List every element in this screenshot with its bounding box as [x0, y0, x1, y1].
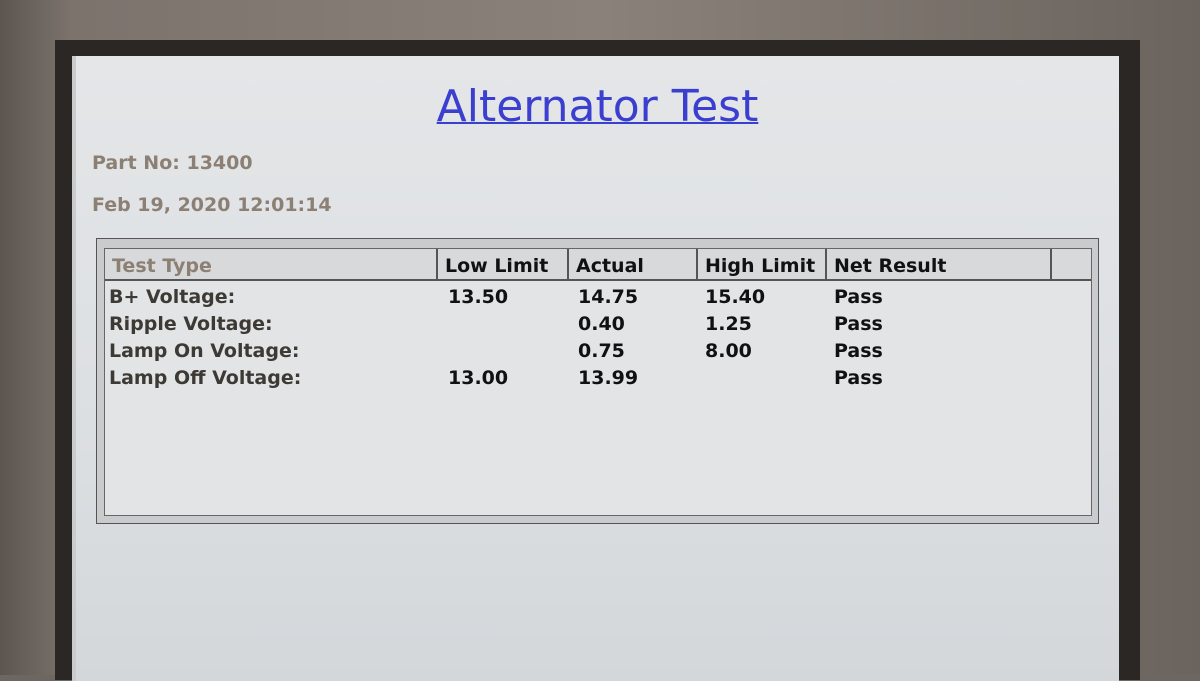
page-title: Alternator Test	[436, 81, 759, 132]
cell-result: Pass	[834, 313, 883, 335]
column-header-actual[interactable]: Actual	[569, 249, 698, 281]
part-number: Part No: 13400	[92, 152, 253, 174]
cell-actual: 13.99	[578, 367, 639, 389]
results-table: Test Type Low Limit Actual High Limit Ne…	[104, 248, 1092, 516]
cell-high: 1.25	[705, 313, 752, 335]
cell-test: Lamp Off Voltage:	[109, 367, 302, 389]
cell-test: B+ Voltage:	[109, 286, 236, 308]
cell-result: Pass	[834, 286, 883, 308]
cell-low: 13.50	[448, 286, 509, 308]
column-header-test-type[interactable]: Test Type	[105, 249, 438, 281]
cell-test: Ripple Voltage:	[109, 313, 273, 335]
results-frame: Test Type Low Limit Actual High Limit Ne…	[96, 238, 1099, 524]
test-datetime: Feb 19, 2020 12:01:14	[92, 194, 332, 216]
cell-high: 8.00	[705, 340, 752, 362]
column-header-filler	[1052, 249, 1091, 281]
column-header-high-limit[interactable]: High Limit	[698, 249, 827, 281]
screen: Alternator Test Part No: 13400 Feb 19, 2…	[72, 56, 1119, 681]
cell-test: Lamp On Voltage:	[109, 340, 300, 362]
cell-actual: 0.75	[578, 340, 625, 362]
cell-actual: 14.75	[578, 286, 639, 308]
column-header-net-result[interactable]: Net Result	[827, 249, 1052, 281]
cell-actual: 0.40	[578, 313, 625, 335]
cell-high: 15.40	[705, 286, 766, 308]
cell-result: Pass	[834, 367, 883, 389]
cell-result: Pass	[834, 340, 883, 362]
cell-low: 13.00	[448, 367, 509, 389]
column-header-low-limit[interactable]: Low Limit	[438, 249, 569, 281]
